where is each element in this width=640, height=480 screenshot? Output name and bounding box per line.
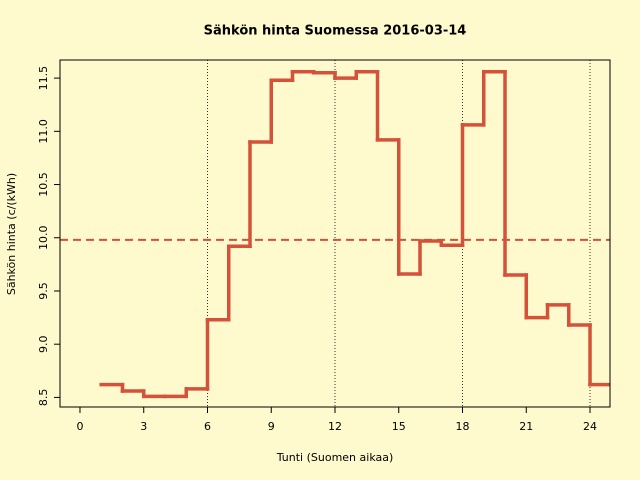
chart-title: Sähkön hinta Suomessa 2016-03-14 [204,24,467,39]
x-tick-label: 3 [140,420,147,433]
x-tick-label: 18 [456,420,470,433]
y-tick-label: 9.5 [37,282,50,300]
x-tick-label: 15 [392,420,406,433]
x-tick-label: 9 [268,420,275,433]
x-tick-label: 21 [519,420,533,433]
x-axis-label: Tunti (Suomen aikaa) [276,451,394,464]
y-tick-label: 9.0 [37,335,50,353]
x-tick-label: 12 [328,420,342,433]
plot-area [60,60,610,407]
y-tick-label: 10.5 [37,172,50,197]
y-tick-label: 8.5 [37,389,50,407]
x-tick-label: 24 [583,420,597,433]
x-tick-label: 6 [204,420,211,433]
y-tick-label: 10.0 [37,226,50,251]
y-axis-label: Sähkön hinta (c/(kWh) [5,173,18,295]
y-tick-label: 11.5 [37,66,50,91]
x-tick-label: 0 [76,420,83,433]
y-tick-label: 11.0 [37,119,50,144]
